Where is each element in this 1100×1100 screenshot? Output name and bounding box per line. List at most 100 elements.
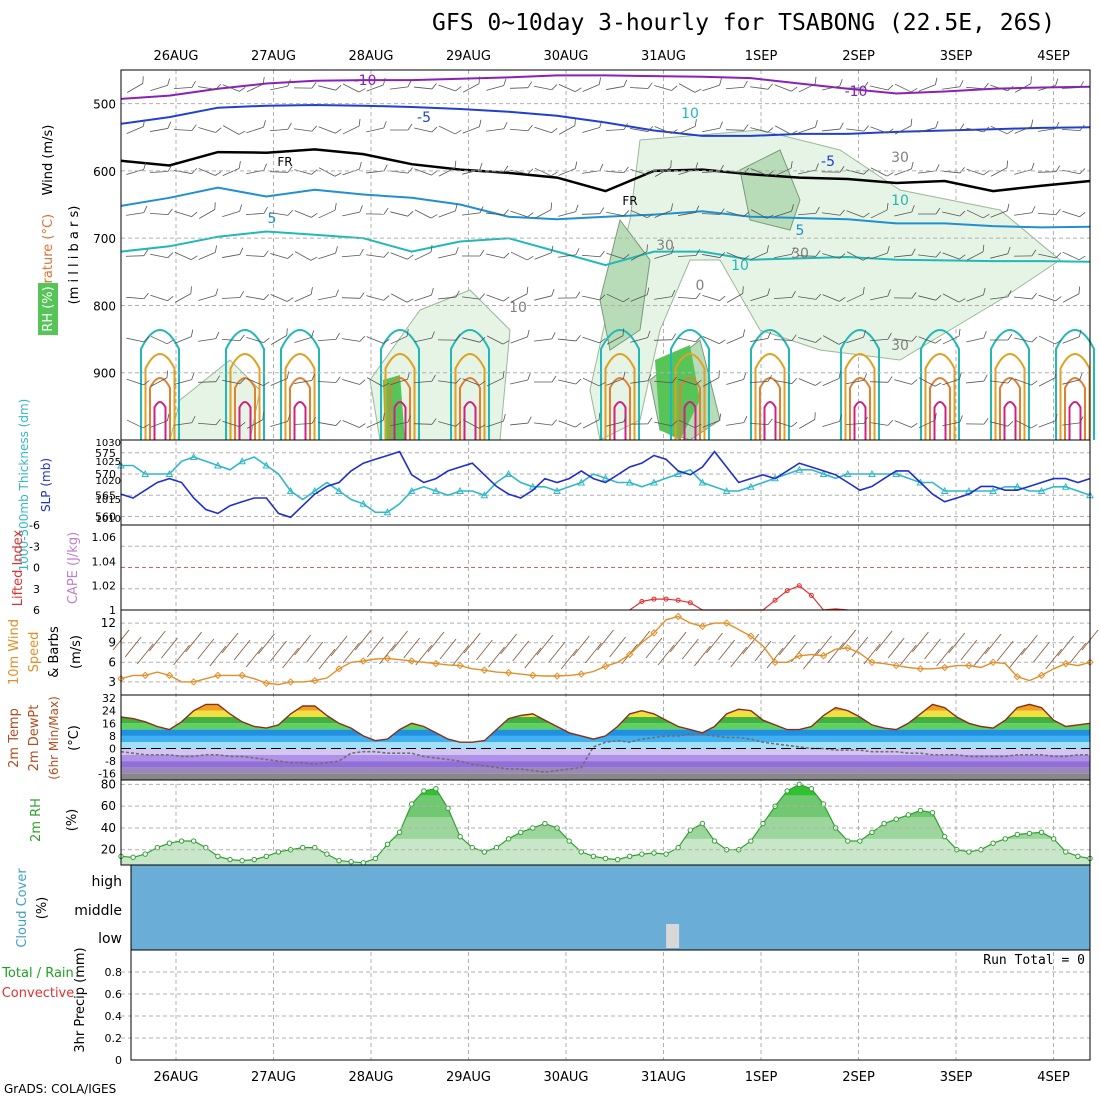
wind-barb-flag: [478, 76, 481, 84]
wind-barb-flag: [767, 83, 774, 90]
wind-barb-shaft: [414, 251, 432, 261]
wind-barb-shaft: [653, 380, 673, 384]
thickness-marker: [432, 486, 440, 494]
wind-barb-shaft: [1061, 128, 1081, 132]
rh2m-marker: [360, 860, 366, 866]
wind-barb-flag: [190, 329, 194, 337]
wind-barb: [149, 208, 173, 216]
wind-barb-flag: [359, 161, 362, 170]
wind-barb-shaft: [390, 211, 408, 217]
rh2m-marker: [457, 833, 463, 840]
wind-barb-flag: [815, 381, 822, 386]
wind-barb-shaft: [1062, 336, 1080, 344]
rh2m-tick-label: 80: [101, 777, 116, 791]
wind-barb: [126, 336, 150, 343]
wind-barb-shaft: [390, 421, 408, 427]
wind-barb: [630, 287, 650, 302]
wind-barb-10m: [548, 641, 566, 663]
wind-barb-flag: [863, 125, 869, 132]
wind-barb-flag: [839, 166, 845, 173]
wind-barb: [534, 84, 558, 91]
wind-barb: [1062, 210, 1086, 218]
slp-axis-label: SLP (mb): [39, 458, 53, 512]
wind-barb-flag: [383, 121, 387, 129]
wind-barb-flag: [527, 212, 534, 218]
temp-tick-label: 0: [109, 743, 116, 756]
wind-barb-10m: [718, 639, 735, 661]
wind-barb-shaft: [342, 338, 360, 342]
wind-barb-flag: [910, 87, 918, 93]
wind-barb: [726, 211, 750, 217]
wind-barb: [990, 377, 1013, 384]
cape-marker: [772, 597, 778, 603]
wind-barb-flag: [527, 81, 533, 88]
wind-barb: [366, 336, 390, 344]
wind-barb-shaft: [606, 421, 624, 427]
precip-tick-label: 0.8: [105, 966, 123, 979]
wind-barb-shaft: [558, 211, 576, 217]
wind-barb-flag: [959, 415, 963, 423]
temperature-contour: [120, 186, 1091, 229]
wind-barb: [150, 252, 174, 259]
wind-barb: [893, 292, 917, 299]
wind-barb-flag: [454, 160, 457, 168]
wind-barb: [822, 414, 843, 428]
wind-barb: [126, 162, 147, 175]
rh2m-marker: [639, 851, 645, 857]
wind-barb-shaft: [558, 254, 576, 258]
temperature-contour: [120, 230, 1091, 267]
wind-barb-shaft: [198, 295, 216, 301]
wind-barb: [918, 336, 942, 344]
wind-barb-flag: [743, 372, 747, 380]
wind-barb: [558, 420, 582, 428]
wind-barb-shaft: [1014, 83, 1032, 93]
wind-barb-shaft: [869, 381, 889, 383]
wind-barb-shaft: [126, 419, 144, 429]
wind-barb: [341, 248, 364, 258]
wind-barb-flag: [671, 85, 678, 91]
wind-barb: [990, 203, 1010, 218]
wind-barb: [318, 420, 342, 426]
wind-barb-shaft: [462, 169, 480, 175]
precip-axis-label: 3hr Precip (mm): [73, 947, 88, 1052]
wind-barb: [510, 251, 534, 261]
warm-temperature-loop: [238, 401, 252, 440]
wind-barb-shaft: [174, 379, 192, 385]
wind-barb-10m: [585, 642, 602, 664]
wind-speed-marker: [626, 650, 634, 659]
wind-barb-10m: [597, 629, 614, 651]
wind-barb-flag: [862, 287, 865, 295]
wind-barb-flag: [863, 81, 869, 89]
wind-speed-marker: [141, 671, 149, 680]
temp2m-axis-label-3: (6hr Min/Max): [47, 696, 61, 780]
wind-barb: [654, 85, 678, 91]
wind-barb-flag: [358, 118, 361, 127]
rh2m-marker: [299, 844, 306, 851]
wind-barb-flag: [623, 210, 630, 216]
wind-barb: [318, 126, 342, 134]
wind-barb: [1038, 413, 1058, 428]
wind-barb-shaft: [198, 127, 216, 133]
wind-barb: [294, 373, 316, 384]
wind-barb: [438, 247, 459, 259]
wind-barb-shaft: [199, 209, 215, 219]
wind-barb-flag: [143, 205, 148, 213]
wind-barb: [342, 83, 366, 93]
wind-barb-flag: [407, 415, 411, 423]
wind-barb: [509, 124, 533, 132]
wind-barb-flag: [598, 77, 602, 85]
wind-barb-flag: [1007, 290, 1012, 298]
wind-barb-flag: [767, 418, 773, 425]
thickness-marker: [383, 508, 392, 516]
wind-barb-shaft: [702, 127, 720, 133]
date-label-top: 26AUG: [153, 49, 198, 64]
rh2m-marker: [493, 844, 500, 851]
wind-barb-shaft: [605, 129, 625, 131]
wind-barb-flag: [311, 212, 318, 218]
wind-barb: [797, 250, 821, 257]
wind-barb-flag: [887, 376, 893, 383]
wind-barb-flag: [1031, 249, 1037, 257]
wind-barb-shaft: [846, 251, 864, 261]
wind-barb-shaft: [654, 210, 672, 218]
wind-barb: [582, 120, 603, 133]
